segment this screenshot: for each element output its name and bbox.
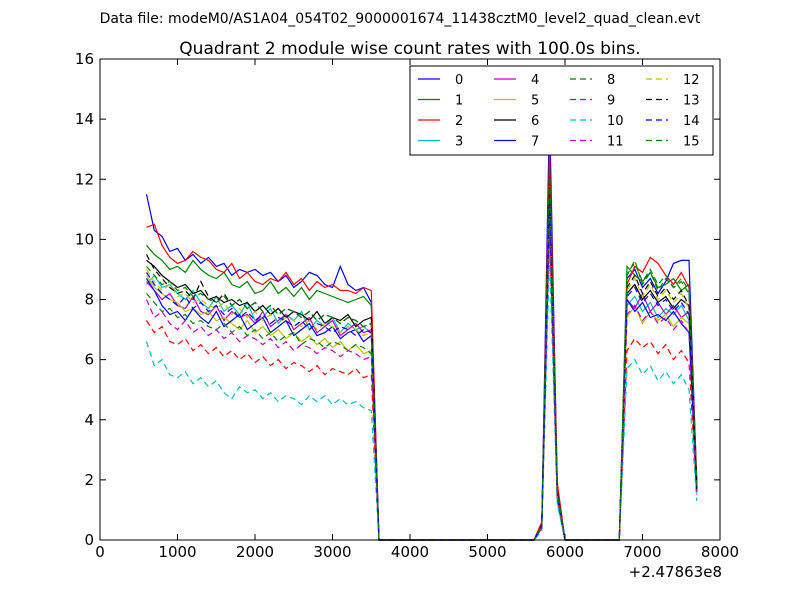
legend-label-12: 12 bbox=[683, 73, 700, 88]
x-offset-label: +2.47863e8 bbox=[629, 563, 722, 581]
series-line-0 bbox=[145, 110, 698, 541]
series-line-5 bbox=[145, 203, 698, 541]
series-line-1 bbox=[146, 167, 698, 541]
legend-label-14: 14 bbox=[683, 114, 700, 129]
x-tick-label: 4000 bbox=[391, 543, 429, 561]
legend-label-0: 0 bbox=[455, 73, 463, 88]
legend-label-8: 8 bbox=[607, 73, 615, 88]
series-line-12 bbox=[145, 185, 698, 541]
series-line-13 bbox=[145, 176, 698, 541]
x-tick-label: 8000 bbox=[701, 543, 739, 561]
y-tick-label: 4 bbox=[84, 411, 94, 429]
legend-label-11: 11 bbox=[607, 135, 624, 150]
x-tick-label: 3000 bbox=[313, 543, 351, 561]
legend-label-10: 10 bbox=[607, 114, 624, 129]
y-tick-label: 0 bbox=[84, 531, 94, 549]
legend-label-13: 13 bbox=[683, 94, 700, 109]
y-tick-label: 12 bbox=[75, 170, 94, 188]
x-tick-label: 7000 bbox=[623, 543, 661, 561]
legend-label-4: 4 bbox=[531, 73, 539, 88]
series-line-8 bbox=[146, 173, 698, 541]
y-tick-label: 14 bbox=[75, 110, 94, 128]
legend-label-5: 5 bbox=[531, 94, 539, 109]
legend-label-9: 9 bbox=[607, 94, 615, 109]
series-line-7 bbox=[145, 215, 698, 541]
x-tick-label: 2000 bbox=[236, 543, 274, 561]
x-tick-label: 0 bbox=[95, 543, 105, 561]
y-tick-label: 6 bbox=[84, 351, 94, 369]
series-line-3 bbox=[146, 191, 698, 541]
legend-label-15: 15 bbox=[683, 135, 700, 150]
series-line-4 bbox=[146, 182, 698, 541]
series-line-2 bbox=[146, 146, 698, 541]
chart-title: Quadrant 2 module wise count rates with … bbox=[179, 39, 640, 59]
series-line-15 bbox=[146, 161, 698, 541]
legend-label-2: 2 bbox=[455, 114, 463, 129]
series-line-10 bbox=[145, 254, 698, 541]
series-layer bbox=[145, 110, 698, 541]
series-line-11 bbox=[145, 209, 698, 541]
x-tick-label: 1000 bbox=[158, 543, 196, 561]
x-tick-label: 6000 bbox=[546, 543, 584, 561]
series-line-14 bbox=[145, 194, 698, 541]
legend-box bbox=[409, 65, 714, 156]
y-tick-label: 16 bbox=[75, 50, 94, 68]
data-file-suptitle: Data file: modeM0/AS1A04_054T02_90000016… bbox=[100, 11, 701, 27]
y-tick-label: 10 bbox=[75, 230, 94, 248]
axes-layer: 0 1000 2000 3000 4000 5000 6000 7000 80000246810… bbox=[75, 50, 739, 561]
legend-label-6: 6 bbox=[531, 114, 539, 129]
series-line-9 bbox=[145, 227, 698, 541]
y-tick-label: 8 bbox=[84, 291, 94, 309]
y-tick-label: 2 bbox=[84, 471, 94, 489]
legend-label-1: 1 bbox=[455, 94, 463, 109]
x-tick-label: 5000 bbox=[468, 543, 506, 561]
legend-label-3: 3 bbox=[455, 135, 463, 150]
series-line-6 bbox=[146, 179, 698, 541]
legend-label-7: 7 bbox=[531, 135, 539, 150]
